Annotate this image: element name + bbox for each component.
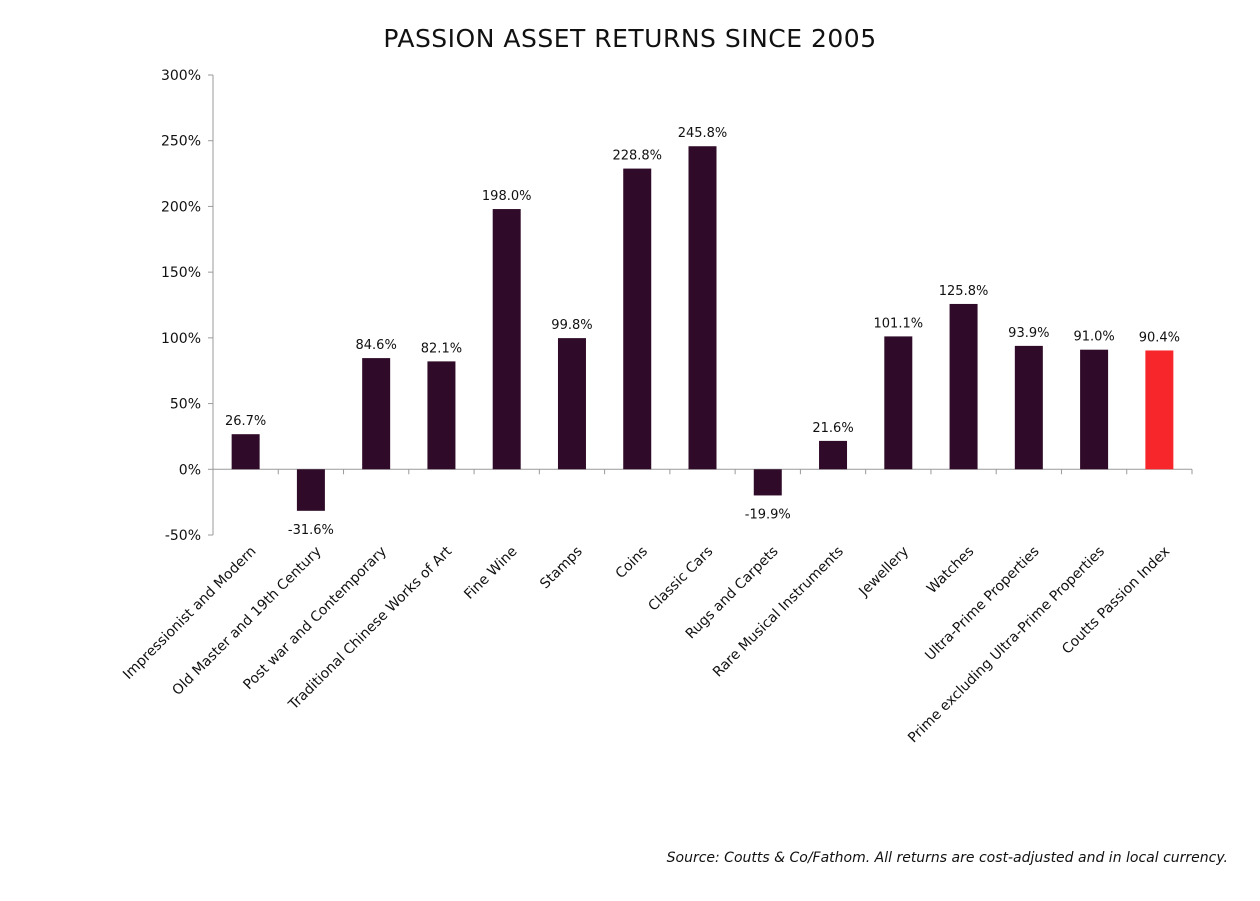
data-label: -31.6% [288, 523, 334, 538]
data-label: 90.4% [1139, 330, 1180, 345]
bar [231, 434, 260, 470]
data-label: 228.8% [612, 149, 662, 164]
source-note: Source: Coutts & Co/Fathom. All returns … [666, 850, 1228, 866]
category-label: Rare Musical Instruments [710, 544, 847, 681]
category-label: Jewellery [855, 544, 912, 601]
data-label: -19.9% [745, 507, 791, 522]
y-tick-label: 200% [161, 199, 201, 215]
bar [362, 358, 391, 470]
category-label: Watches [924, 544, 977, 597]
data-label: 93.9% [1008, 326, 1049, 341]
bar [427, 361, 456, 470]
bar [296, 469, 325, 511]
category-label: Classic Cars [645, 544, 716, 615]
bar [884, 336, 913, 470]
data-label: 82.1% [421, 341, 462, 356]
data-label: 198.0% [482, 189, 532, 204]
bar [1014, 345, 1043, 470]
bar [753, 469, 782, 496]
y-tick-label: 50% [170, 397, 201, 413]
y-tick-label: 150% [161, 265, 201, 281]
data-label: 125.8% [939, 284, 989, 299]
y-tick-label: -50% [165, 528, 201, 544]
data-label: 21.6% [812, 421, 853, 436]
bar [688, 146, 717, 470]
bar [819, 440, 848, 470]
y-tick-label: 250% [161, 134, 201, 150]
data-label: 26.7% [225, 414, 266, 429]
data-label: 99.8% [551, 318, 592, 333]
category-label: Coins [613, 544, 651, 582]
bar [492, 209, 521, 470]
data-label: 84.6% [356, 338, 397, 353]
bar [623, 168, 652, 470]
category-label: Coutts Passion Index [1059, 544, 1173, 658]
category-label: Impressionist and Modern [120, 544, 259, 683]
bar [1080, 349, 1109, 470]
category-label: Post war and Contemporary [240, 544, 390, 694]
data-label: 101.1% [874, 316, 924, 331]
bar [949, 303, 978, 470]
bar [1145, 350, 1174, 470]
category-label: Ultra-Prime Properties [922, 544, 1042, 664]
category-label: Stamps [537, 544, 586, 593]
category-label: Fine Wine [461, 544, 520, 603]
data-label: 91.0% [1073, 330, 1114, 345]
y-tick-label: 0% [179, 462, 201, 478]
y-tick-label: 300% [161, 68, 201, 84]
chart-title: PASSION ASSET RETURNS SINCE 2005 [383, 24, 877, 53]
data-label: 245.8% [678, 126, 728, 141]
bar [557, 338, 586, 470]
y-tick-label: 100% [161, 331, 201, 347]
